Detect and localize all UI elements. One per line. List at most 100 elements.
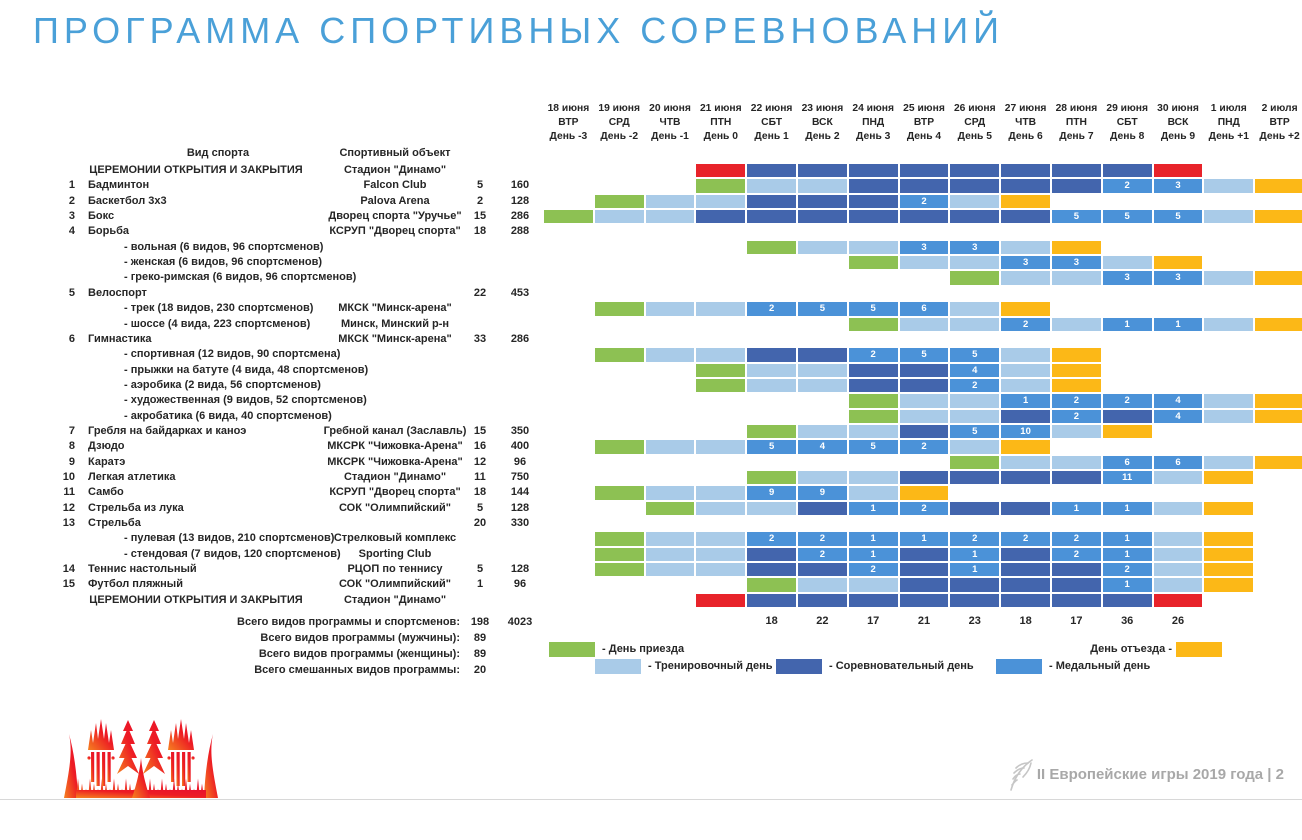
date-col-dow: ЧТВ (659, 116, 681, 128)
sport-row: 6 Гимнастика МКСК "Минск-арена" 33 286 (0, 332, 1302, 347)
schedule-cell-trn (899, 317, 949, 331)
schedule-cell-cmp (950, 179, 1000, 193)
schedule-cell-cmp (950, 164, 1000, 178)
sport-name: Дзюдо (88, 440, 125, 453)
schedule-cell-med: 2 (1052, 394, 1101, 408)
schedule-cell-cmp (1001, 578, 1050, 592)
schedule-cell-trn (1001, 378, 1050, 393)
sport-name: - аэробика (2 вида, 56 спортсменов) (124, 378, 321, 391)
sport-name: - вольная (6 видов, 96 спортсменов) (124, 240, 324, 253)
schedule-cell-trn (645, 563, 695, 577)
schedule-cell-cmp (899, 578, 949, 592)
totals-label: Всего смешанных видов программы: (254, 664, 460, 676)
schedule-cell-cer (696, 593, 746, 608)
totals-line: Всего видов программы и спортсменов: 198… (0, 615, 1302, 630)
schedule-cell-trn (1052, 455, 1101, 470)
date-col-date: 28 июня (1055, 103, 1098, 114)
schedule-cell-med: 2 (899, 440, 949, 454)
schedule-cell-med: 2 (1001, 317, 1050, 331)
date-col-day: День 1 (754, 130, 789, 142)
page-title: ПРОГРАММА СПОРТИВНЫХ СОРЕВНОВАНИЙ (33, 10, 1005, 51)
schedule-cell-trn (696, 486, 746, 500)
date-col-day: День 6 (1008, 130, 1043, 142)
events-count: 20 (473, 517, 487, 530)
date-col-day: День +2 (1259, 130, 1300, 142)
schedule-cell-arr (747, 424, 796, 439)
sport-row: 10 Легкая атлетика Стадион "Динамо" 11 750 11 (0, 470, 1302, 485)
venue-name: Минск, Минский р-н (340, 317, 450, 330)
sport-name: - греко-римская (6 видов, 96 спортсменов… (124, 271, 357, 284)
discipline-row: - вольная (6 видов, 96 спортсменов) 3 3 (0, 240, 1302, 255)
sport-row: 7 Гребля на байдарках и каноэ Гребной кана… (0, 424, 1302, 439)
schedule-cell-cmp (899, 179, 949, 193)
schedule-cell-cer (696, 164, 746, 178)
date-column-header: 28 июня ПТН День 7 (1051, 102, 1102, 143)
schedule-cell-med: 1 (950, 563, 1000, 577)
athletes-count: 750 (510, 471, 530, 483)
row-number: 8 (68, 440, 75, 453)
schedule-cell-cmp (798, 210, 847, 224)
schedule-cell-cmp (1001, 409, 1050, 423)
legend-departure-label: День отъезда - (1090, 643, 1172, 655)
schedule-cell-arr (747, 471, 796, 485)
sport-name: Гимнастика (88, 332, 152, 345)
schedule-cell-trn (1153, 532, 1203, 546)
athletes-count: 350 (510, 424, 530, 437)
events-count: 5 (476, 501, 484, 514)
schedule-cell-trn (1153, 578, 1203, 592)
discipline-row: - греко-римская (6 видов, 96 спортсменов… (0, 270, 1302, 285)
sport-name: ЦЕРЕМОНИИ ОТКРЫТИЯ И ЗАКРЫТИЯ (89, 593, 303, 606)
date-col-date: 18 июня (547, 103, 590, 114)
schedule-cell-med: 1 (1102, 317, 1152, 331)
date-col-dow: ВТР (1269, 116, 1290, 128)
totals-events: 89 (473, 648, 487, 660)
schedule-cell-med: 5 (848, 302, 898, 316)
schedule-cell-trn (696, 532, 746, 546)
athletes-count: 128 (510, 194, 530, 207)
folk-ornament-logo (64, 719, 218, 798)
schedule-cell-cmp (747, 210, 796, 224)
schedule-cell-med: 10 (1001, 424, 1050, 439)
date-col-date: 21 июня (699, 103, 742, 114)
totals-events: 198 (470, 616, 490, 628)
venue-name: МКСРК "Чижовка-Арена" (327, 455, 463, 468)
schedule-cell-arr (594, 302, 644, 316)
athletes-count: 453 (510, 286, 530, 299)
schedule-cell-med: 3 (1153, 271, 1203, 285)
schedule-cell-trn (950, 409, 1000, 423)
schedule-cell-med: 2 (950, 378, 1000, 393)
schedule-cell-cmp (747, 593, 796, 608)
schedule-cell-dep (1204, 532, 1254, 546)
schedule-cell-med: 2 (798, 532, 847, 546)
schedule-cell-med: 11 (1102, 471, 1152, 485)
discipline-row: - шоссе (4 вида, 223 спортсменов) Минск, … (0, 317, 1302, 332)
events-count: 15 (473, 424, 487, 437)
day-total-value: 26 (1171, 615, 1185, 627)
schedule-cell-med: 3 (1052, 256, 1101, 270)
schedule-cell-cmp (798, 593, 847, 608)
date-col-date: 27 июня (1004, 103, 1047, 114)
schedule-cell-trn (798, 240, 847, 255)
venue-name: Стадион "Динамо" (343, 471, 447, 483)
schedule-cell-cmp (1001, 210, 1050, 224)
totals-line: Всего видов программы (женщины): 89 (0, 647, 1302, 662)
row-number: 6 (68, 332, 75, 345)
sport-name: - акробатика (6 вида, 40 спортсменов) (124, 409, 332, 422)
schedule-cell-dep (1255, 210, 1302, 224)
schedule-cell-cmp (1102, 164, 1152, 178)
schedule-cell-cmp (899, 164, 949, 178)
schedule-cell-cmp (848, 179, 898, 193)
day-total-value: 18 (765, 615, 778, 627)
schedule-cell-trn (798, 471, 847, 485)
schedule-cell-med: 5 (1052, 210, 1101, 224)
date-column-header: 19 июня СРД День -2 (594, 102, 645, 143)
events-count: 12 (473, 455, 487, 468)
athletes-count: 128 (510, 501, 530, 514)
schedule-cell-med: 4 (798, 440, 847, 454)
schedule-cell-trn (1204, 210, 1254, 224)
schedule-cell-cmp (1052, 179, 1101, 193)
date-col-date: 29 июня (1106, 103, 1149, 114)
sport-row: 8 Дзюдо МКСРК "Чижовка-Арена" 16 400 5 4 5 2 (0, 439, 1302, 454)
schedule-cell-med: 1 (1102, 578, 1152, 592)
row-number: 9 (68, 455, 75, 468)
